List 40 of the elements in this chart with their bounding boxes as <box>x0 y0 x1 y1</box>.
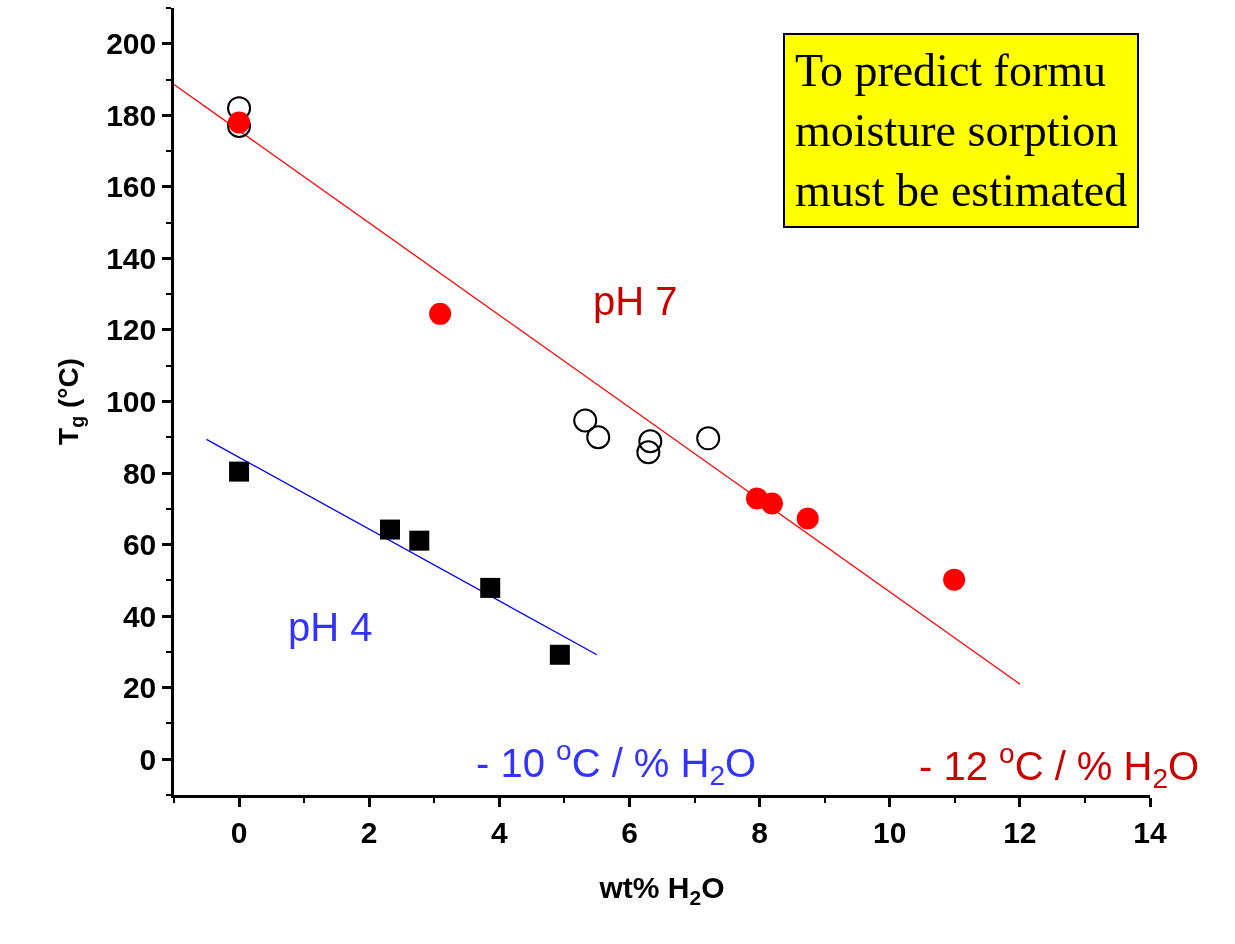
point <box>549 644 570 665</box>
point <box>943 568 966 591</box>
y-tick-label: 160 <box>106 170 157 204</box>
point <box>573 408 598 433</box>
y-tick-label: 0 <box>139 742 157 776</box>
x-tick-label: 12 <box>1003 815 1037 849</box>
point <box>760 492 783 515</box>
point <box>796 507 819 530</box>
y-tick-label: 120 <box>106 313 157 347</box>
x-tick-label: 10 <box>873 815 907 849</box>
point <box>380 519 401 540</box>
y-tick-label: 40 <box>122 599 157 633</box>
y-tick-label: 180 <box>106 98 157 132</box>
point <box>229 461 250 482</box>
point <box>586 425 611 450</box>
point <box>409 530 430 551</box>
y-tick-label: 20 <box>122 671 157 705</box>
y-tick-label: 100 <box>106 385 157 418</box>
point <box>638 429 663 454</box>
x-tick-label: 2 <box>360 815 378 849</box>
y-tick-label: 200 <box>106 27 157 61</box>
y-tick-label: 140 <box>106 241 157 275</box>
y-tick-label: 80 <box>122 456 157 490</box>
annotation: pH 7 <box>593 279 678 323</box>
annotation: - 10 $^{o}$C / % H$_{2}$O <box>476 735 757 792</box>
annotation: pH 4 <box>288 605 373 649</box>
annotation: To predict formu moisture sorption must be estimated <box>795 45 1128 216</box>
point <box>636 440 661 465</box>
x-tick-label: 8 <box>751 815 768 849</box>
point <box>480 577 501 598</box>
annotation: - 12 $^{o}$C / % H$_{2}$O <box>919 738 1200 795</box>
x-axis-title: wt% H$_{2}$O <box>598 871 725 909</box>
x-tick-label: 14 <box>1133 815 1167 849</box>
point <box>696 426 721 451</box>
x-tick-label: 6 <box>621 815 638 849</box>
x-tick-label: 0 <box>230 815 248 849</box>
x-tick-label: 4 <box>490 815 508 849</box>
point <box>228 111 251 134</box>
y-tick-label: 60 <box>122 528 157 562</box>
point <box>429 302 452 325</box>
